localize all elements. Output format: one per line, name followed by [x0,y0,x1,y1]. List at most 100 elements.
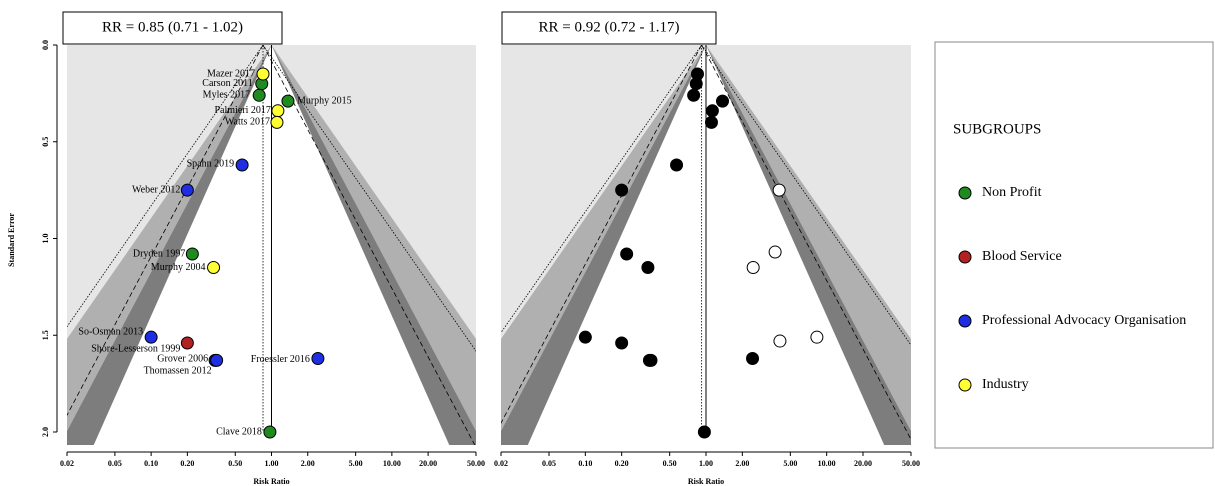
study-label: Shore-Lesserson 1999 [91,343,180,354]
study-label: Spahn 2019 [187,158,235,169]
x-tick-label: 0.10 [144,459,158,468]
legend-label: Non Profit [982,185,1042,200]
x-tick-label: 0.50 [228,459,242,468]
study-point [185,247,199,261]
x-tick-label: 5.00 [783,459,797,468]
x-tick-label: 2.00 [301,459,315,468]
study-point [180,183,194,197]
pseudo-ci-line [262,45,476,352]
legend-label: Blood Service [982,249,1062,264]
study-point [773,334,787,348]
study-label: Dryden 1997 [133,248,186,259]
study-label: Murphy 2015 [297,95,352,106]
study-label: Murphy 2004 [151,262,206,273]
study-point [690,67,704,81]
study-point [180,336,194,350]
study-point [271,104,285,118]
x-tick-label: 0.20 [615,459,629,468]
pseudo-ci-line [67,45,264,417]
study-point [281,94,295,108]
funnel-area [501,45,911,445]
pseudo-ci-line [701,45,911,346]
x-tick-label: 5.00 [349,459,363,468]
x-tick-label: 0.20 [180,459,194,468]
annotation-box [501,11,717,45]
annotation-box [62,11,283,45]
legend-marker [958,186,972,200]
x-tick-label: 20.00 [419,459,437,468]
study-label: Palmieri 2017 [214,105,270,116]
study-point [810,330,824,344]
legend-title: SUBGROUPS [953,121,1041,137]
pseudo-ci-line [501,45,702,334]
study-point [620,247,634,261]
y-tick-label: 2.0 [41,427,50,437]
study-label: Clave 2018 [216,426,262,437]
x-axis-label: Risk Ratio [253,477,289,486]
y-tick-label: 1.5 [41,330,50,340]
pseudo-ci-line [501,45,702,424]
legend-marker [958,250,972,264]
study-label: Watts 2017 [225,117,270,128]
study-label: So-Osman 2013 [78,326,143,337]
study-point [697,425,711,439]
study-point [687,88,701,102]
funnel-area [67,45,476,445]
pseudo-ci-line [701,45,911,441]
pseudo-ci-line [262,45,476,445]
y-tick-label: 0.0 [41,40,50,50]
study-point [210,353,224,367]
x-tick-label: 0.05 [108,459,122,468]
study-point [311,351,325,365]
y-axis-label: Standard Error [7,213,16,267]
study-point [615,336,629,350]
study-point [615,183,629,197]
pseudo-ci-line [67,45,264,328]
x-tick-label: 0.02 [494,459,508,468]
study-point [670,158,684,172]
study-point [746,261,760,275]
study-point [256,67,270,81]
study-label: Carson 2011 [202,78,252,89]
study-label: Weber 2012 [132,184,180,195]
legend-marker [958,378,972,392]
x-tick-label: 0.50 [663,459,677,468]
x-tick-label: 1.00 [699,459,713,468]
study-point [144,330,158,344]
x-tick-label: 50.00 [902,459,920,468]
annotation: RR = 0.85 (0.71 - 1.02) [102,19,243,35]
x-tick-label: 2.00 [735,459,749,468]
legend-box [934,41,1214,449]
study-point [704,115,718,129]
annotation: RR = 0.92 (0.72 - 1.17) [539,19,680,35]
study-label: Myles 2017 [203,90,251,101]
study-point [641,261,655,275]
x-tick-label: 1.00 [265,459,279,468]
study-point [252,88,266,102]
legend-label: Industry [982,377,1029,392]
study-point [235,158,249,172]
study-point [772,183,786,197]
x-tick-label: 20.00 [854,459,872,468]
x-axis-label: Risk Ratio [688,477,724,486]
x-tick-label: 10.00 [383,459,401,468]
study-label: Grover 2006 [157,354,208,365]
study-point [715,94,729,108]
x-tick-label: 50.00 [467,459,485,468]
study-point [207,261,221,275]
x-tick-label: 0.02 [60,459,74,468]
y-tick-label: 1.0 [41,234,50,244]
study-point [644,353,658,367]
study-label: Froessler 2016 [251,354,310,365]
study-point [768,245,782,259]
legend-marker [958,314,972,328]
x-tick-label: 0.05 [542,459,556,468]
study-point [578,330,592,344]
y-tick-label: 0.5 [41,137,50,147]
x-tick-label: 10.00 [818,459,836,468]
study-point [263,425,277,439]
x-tick-label: 0.10 [578,459,592,468]
study-point [746,351,760,365]
study-point [270,115,284,129]
